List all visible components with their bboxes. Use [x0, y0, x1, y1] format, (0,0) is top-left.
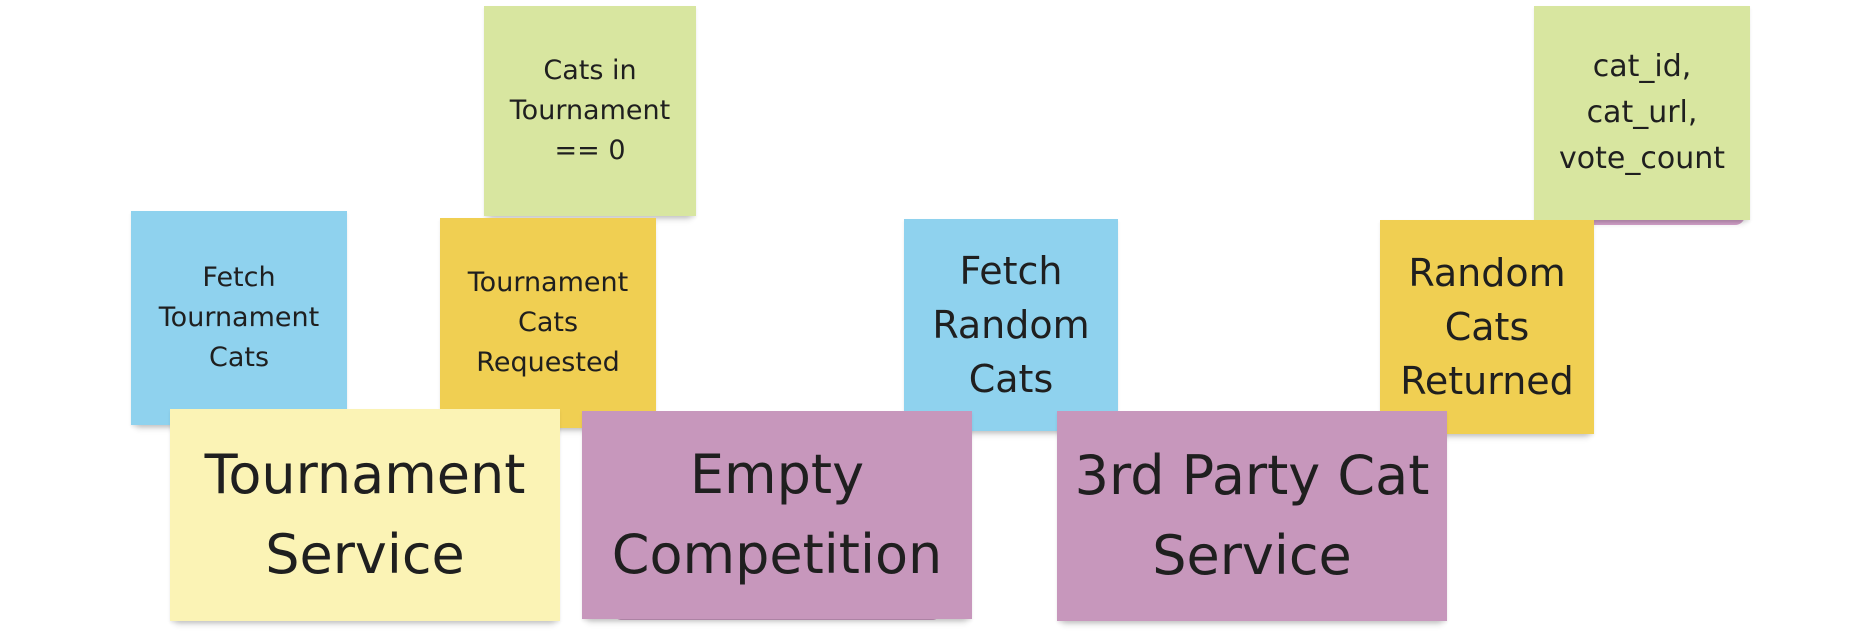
- note-text: Empty Competition: [611, 443, 943, 586]
- sticky-note-cats-in-tournament[interactable]: Cats in Tournament == 0: [484, 6, 696, 216]
- note-text: Tournament Service: [204, 443, 526, 586]
- note-text: Tournament Cats Requested: [467, 267, 629, 378]
- note-text: cat_id, cat_url, vote_count: [1559, 49, 1725, 176]
- note-text: Cats in Tournament == 0: [509, 55, 671, 166]
- sticky-note-3rd-party-cat-service[interactable]: 3rd Party Cat Service: [1057, 411, 1447, 621]
- sticky-note-random-cats-returned[interactable]: Random Cats Returned: [1380, 220, 1594, 434]
- note-text: Fetch Tournament Cats: [158, 262, 320, 373]
- note-text: Random Cats Returned: [1400, 251, 1574, 403]
- sticky-note-tournament-service[interactable]: Tournament Service: [170, 409, 560, 621]
- sticky-note-fetch-tournament-cats[interactable]: Fetch Tournament Cats: [131, 211, 347, 425]
- sticky-note-fetch-random-cats[interactable]: Fetch Random Cats: [904, 219, 1118, 431]
- sticky-note-cat-fields[interactable]: cat_id, cat_url, vote_count: [1534, 6, 1750, 220]
- note-text: Fetch Random Cats: [932, 249, 1090, 401]
- sticky-note-tournament-cats-requested[interactable]: Tournament Cats Requested: [440, 218, 656, 428]
- note-text: 3rd Party Cat Service: [1074, 444, 1430, 587]
- sticky-note-empty-competition[interactable]: Empty Competition: [582, 411, 972, 619]
